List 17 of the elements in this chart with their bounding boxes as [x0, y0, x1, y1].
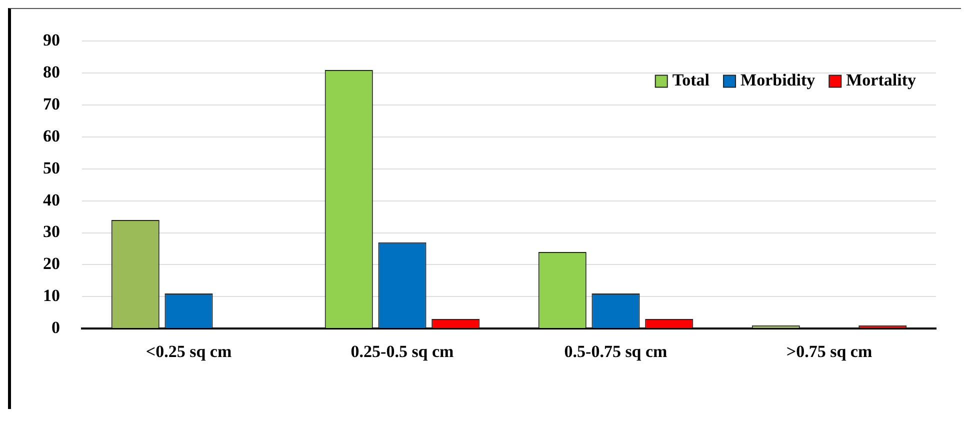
x-tick-label: 0.5-0.75 sq cm — [564, 342, 668, 362]
y-tick-label: 50 — [43, 158, 60, 178]
y-tick-label: 60 — [43, 126, 60, 146]
y-tick-label: 10 — [43, 286, 60, 306]
legend-label: Mortality — [846, 70, 916, 90]
x-tick-label: <0.25 sq cm — [146, 342, 232, 362]
y-tick-label: 70 — [43, 94, 60, 114]
y-tick-label: 20 — [43, 254, 60, 274]
y-tick-label: 30 — [43, 222, 60, 242]
y-tick-label: 90 — [43, 30, 60, 50]
y-tick-label: 40 — [43, 190, 60, 210]
y-tick-label: 0 — [52, 318, 60, 337]
x-tick-label: >0.75 sq cm — [786, 342, 872, 362]
legend-label: Morbidity — [740, 70, 816, 90]
y-tick-label: 80 — [43, 62, 60, 82]
x-tick-label: 0.25-0.5 sq cm — [350, 342, 454, 362]
legend-label: Total — [672, 70, 710, 90]
